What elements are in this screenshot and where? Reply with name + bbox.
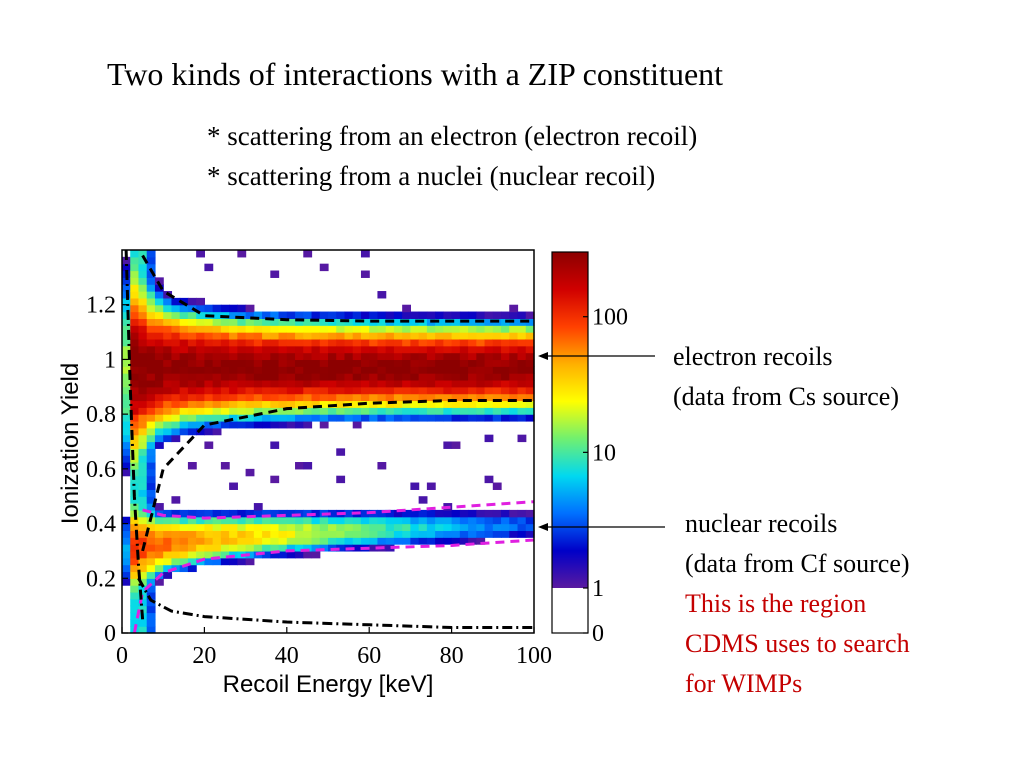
x-tick-label-2: 40 [275,643,299,669]
nuclear-recoils-label: nuclear recoils (data from Cf source) Th… [685,504,910,704]
boundary-line-1 [141,398,534,552]
wimp-region-line2: CDMS uses to search [685,629,910,658]
electron-arrow-head [538,352,548,360]
x-tick-label-5: 100 [516,643,552,669]
x-tick-label-1: 20 [192,643,216,669]
wimp-region-line3: for WIMPs [685,669,803,698]
colorbar-frame [551,251,589,634]
electron-recoils-line2: (data from Cs source) [673,382,899,411]
boundary-line-4 [137,577,534,630]
wimp-region-line1: This is the region [685,589,867,618]
y-tick-label-4: 0.8 [86,402,116,428]
heatmap-cells [122,250,535,634]
y-tick-label-3: 0.6 [86,457,116,483]
x-tick-label-0: 0 [116,643,128,669]
x-tick-label-4: 80 [440,643,464,669]
colorbar-label-0: 0 [592,621,604,647]
y-tick-label-6: 1.2 [86,293,116,319]
boundary-line-0 [141,254,534,323]
nuclear-arrow-head [538,523,548,531]
y-tick-label-5: 1 [104,347,116,373]
slide-title: Two kinds of interactions with a ZIP con… [107,56,724,92]
colorbar-label-3: 100 [592,305,628,331]
bullet-electron: * scattering from an electron (electron … [207,121,698,151]
boundary-line-3 [132,538,535,634]
nuclear-recoils-line2: (data from Cf source) [685,549,910,578]
colorbar-gradient [552,252,588,588]
colorbar-label-1: 1 [592,576,604,602]
boundary-line-2 [142,500,535,520]
nuclear-recoils-line1: nuclear recoils [685,509,838,538]
x-axis-label: Recoil Energy [keV] [223,671,434,698]
electron-recoils-label: electron recoils (data from Cs source) [673,337,899,417]
y-tick-label-0: 0 [104,621,116,647]
electron-recoils-line1: electron recoils [673,342,833,371]
colorbar-zero-bin [552,588,588,633]
colorbar-label-2: 10 [592,440,616,466]
boundary-line-5 [124,249,145,620]
bullet-nuclear: * scattering from a nuclei (nuclear reco… [207,161,656,191]
y-tick-label-1: 0.2 [86,566,116,592]
y-tick-label-2: 0.4 [86,512,116,538]
plot-frame [121,249,535,634]
x-tick-label-3: 60 [357,643,381,669]
y-axis-label: Ionization Yield [57,363,84,524]
